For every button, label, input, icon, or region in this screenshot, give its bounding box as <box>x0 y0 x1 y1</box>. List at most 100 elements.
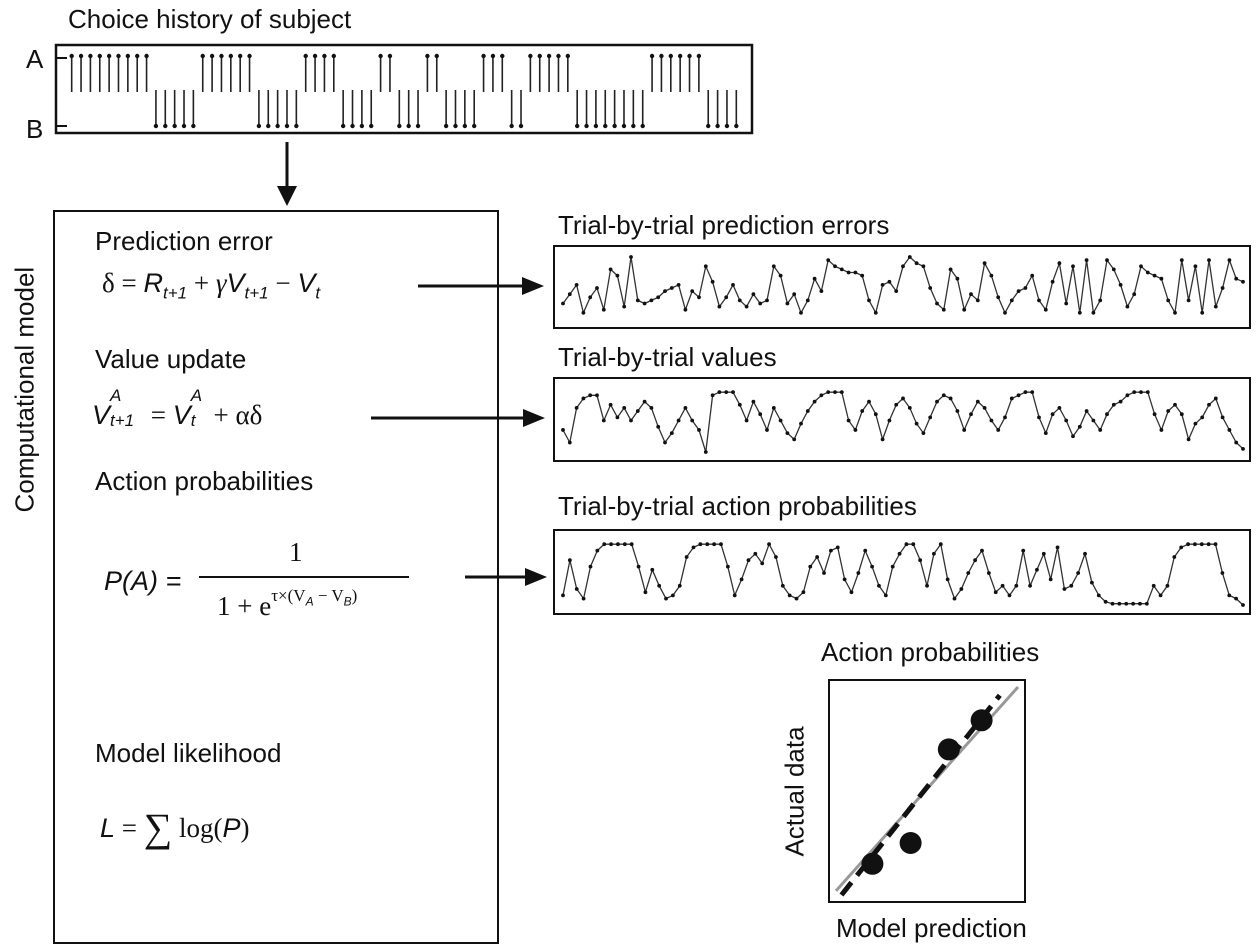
series-point <box>921 431 926 435</box>
series-point <box>642 301 647 306</box>
series-point <box>833 390 837 395</box>
series-point <box>1043 431 1048 435</box>
fit-line <box>839 693 1002 897</box>
series-point <box>753 551 758 556</box>
choice-dot-a <box>481 53 486 59</box>
series-point <box>725 564 730 569</box>
choice-dot-a <box>677 53 683 59</box>
choice-history-raster <box>54 43 754 135</box>
choice-label-a: A <box>26 44 44 74</box>
series-point <box>1241 603 1245 607</box>
series-point <box>1030 273 1035 278</box>
series-point <box>656 424 661 429</box>
series-point <box>1220 415 1225 420</box>
prediction-error-equation: δ = Rt+1 + γVt+1 − Vt <box>102 268 321 303</box>
series-point <box>1165 583 1170 588</box>
choice-dot-b <box>603 123 608 129</box>
series-point <box>765 428 769 432</box>
series-point <box>1241 446 1245 451</box>
action-prob-lhs: P(A) = <box>104 566 182 596</box>
series-point <box>1098 298 1103 303</box>
series-point <box>969 412 973 417</box>
series-point <box>774 555 778 559</box>
action-prob-denominator: 1 + eτ×(VA − VB) <box>217 586 358 621</box>
action-probabilities-panel <box>553 529 1251 615</box>
series-point <box>629 418 633 423</box>
choice-label-b: B <box>26 114 44 144</box>
series-point <box>746 558 751 563</box>
series-point <box>842 577 847 582</box>
series-point <box>1084 409 1089 413</box>
series-point <box>751 292 756 297</box>
panel-title-prediction-errors: Trial-by-trial prediction errors <box>558 210 890 240</box>
series-point <box>1172 555 1177 559</box>
series-point <box>835 545 840 550</box>
series-point <box>880 283 885 287</box>
series-point <box>1016 393 1021 398</box>
series-point <box>1000 583 1005 588</box>
series-point <box>724 390 729 395</box>
choice-dot-a <box>200 53 205 59</box>
series-point <box>1166 409 1171 413</box>
series-point <box>870 564 874 569</box>
series-point <box>1064 301 1069 306</box>
choice-dot-a <box>378 53 383 59</box>
series-point <box>567 440 572 445</box>
series-point <box>588 564 593 569</box>
series-point <box>1179 258 1184 262</box>
series-point <box>948 396 953 401</box>
series-point <box>1050 279 1055 284</box>
series-point <box>914 261 919 266</box>
series-point <box>890 564 895 569</box>
choice-dot-a <box>322 53 327 59</box>
series-point <box>758 301 763 306</box>
series-point <box>828 548 833 553</box>
series-point <box>710 279 715 284</box>
series-point <box>581 310 586 315</box>
series-point <box>877 583 881 588</box>
choice-dot-a <box>312 53 318 59</box>
choice-frame <box>54 43 754 135</box>
series-point <box>819 289 824 293</box>
choice-dot-b <box>359 123 365 129</box>
series-point <box>1105 412 1109 417</box>
series-point <box>880 437 885 442</box>
series-point <box>1003 310 1007 315</box>
series-point <box>581 396 586 401</box>
series-point <box>1200 310 1205 315</box>
choice-dot-a <box>116 53 121 59</box>
scatter-plot <box>834 686 1020 897</box>
choice-dot-a <box>387 53 393 59</box>
choice-dot-b <box>340 123 346 129</box>
series-point <box>1207 258 1211 262</box>
series-point <box>1021 548 1026 553</box>
series-point <box>1037 415 1041 420</box>
series-point <box>683 406 688 410</box>
series-point <box>1083 551 1087 556</box>
series-point <box>622 406 627 410</box>
series-point <box>815 555 820 559</box>
series-point <box>822 571 826 575</box>
series-point <box>996 295 1001 300</box>
series-point <box>1145 390 1150 395</box>
series-point <box>1193 542 1197 547</box>
series-point <box>982 261 987 266</box>
series-point <box>1234 276 1239 281</box>
series-point <box>676 283 681 287</box>
choice-dot-b <box>462 123 468 129</box>
series-point <box>697 428 701 432</box>
series-point <box>973 558 978 563</box>
series-point <box>1062 587 1067 591</box>
choice-dot-a <box>500 53 505 59</box>
series-point <box>873 412 878 417</box>
series-point <box>737 298 742 303</box>
series-point <box>669 431 674 435</box>
choice-dot-b <box>724 123 730 129</box>
series-point <box>1124 601 1129 606</box>
series-point <box>1213 396 1218 401</box>
series-point <box>1091 418 1096 423</box>
series-point <box>1077 424 1082 429</box>
choice-dot-b <box>706 123 711 129</box>
choice-dot-a <box>546 53 552 59</box>
series-point <box>1055 545 1060 550</box>
